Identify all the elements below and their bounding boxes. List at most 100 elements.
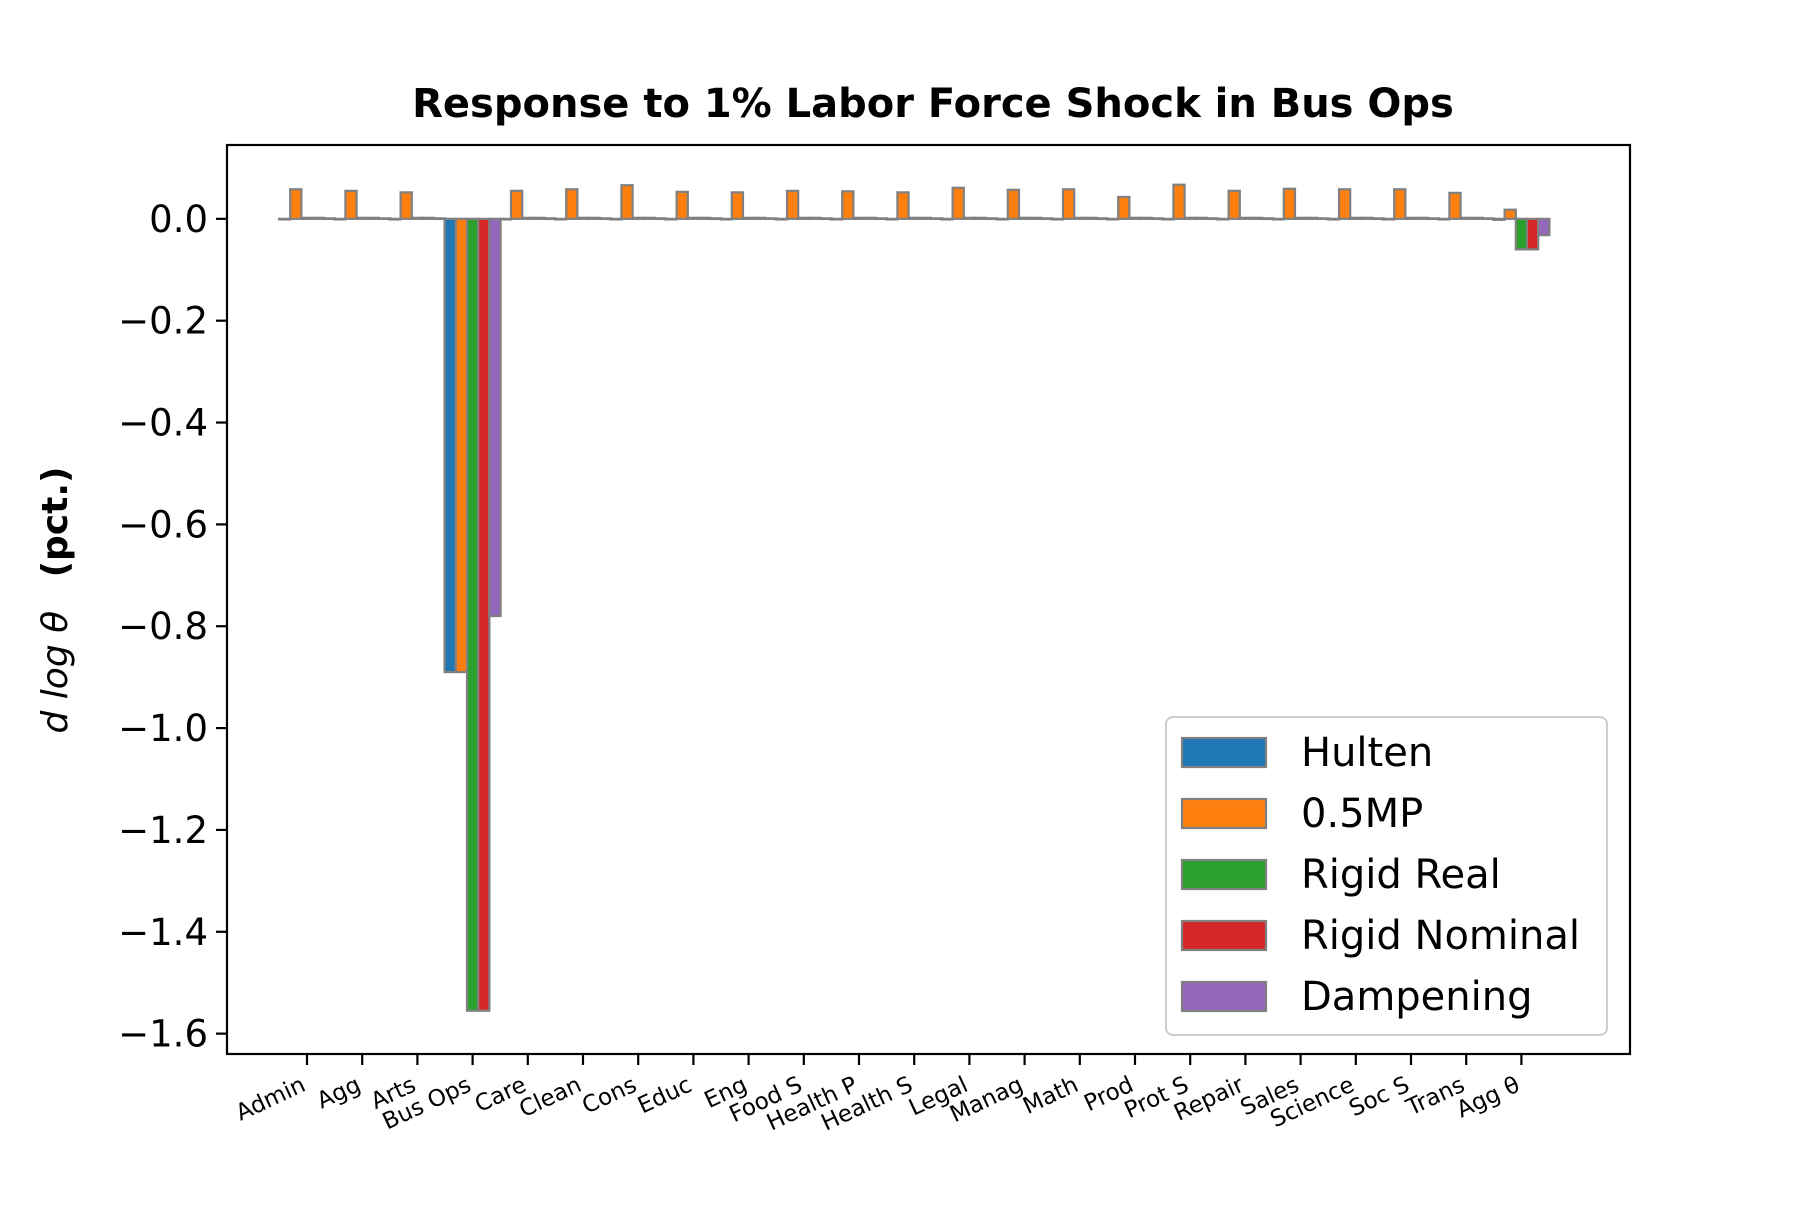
bar-0-5mp-13 (1006, 188, 1021, 220)
bar-rigid-real-13 (1017, 216, 1032, 220)
bar-0-5mp-21 (1448, 191, 1462, 220)
legend-swatch (1180, 736, 1268, 769)
plot-area (277, 183, 1551, 1012)
bar-rigid-nominal-0 (311, 216, 325, 220)
legend-entry-label: Dampening (1301, 974, 1532, 1020)
bar-0-5mp-5 (565, 188, 579, 220)
y-tick-label: −0.4 (118, 402, 208, 445)
bar-dampening-17 (1261, 217, 1275, 221)
bar-rigid-real-5 (576, 216, 590, 220)
bar-rigid-nominal-16 (1194, 216, 1209, 220)
bar-dampening-12 (985, 217, 999, 221)
bar-0-5mp-0 (289, 188, 303, 220)
bar-rigid-nominal-17 (1249, 216, 1264, 220)
y-tick-label: −0.6 (118, 503, 208, 546)
bar-0-5mp-3 (454, 217, 469, 674)
plot-frame (225, 143, 1632, 1056)
bar-dampening-7 (709, 217, 723, 221)
bar-rigid-real-22 (1514, 217, 1529, 251)
bar-dampening-0 (322, 217, 337, 221)
bar-rigid-nominal-3 (477, 217, 491, 1012)
bar-0-5mp-17 (1227, 189, 1241, 220)
legend-frame (1165, 716, 1608, 1036)
bar-rigid-nominal-8 (753, 216, 767, 220)
legend-swatch (1180, 797, 1268, 830)
bar-rigid-nominal-11 (918, 216, 933, 220)
bar-rigid-real-12 (962, 216, 977, 220)
bar-0-5mp-22 (1503, 208, 1517, 220)
bar-0-5mp-1 (344, 189, 358, 220)
legend-entry-label: 0.5MP (1301, 791, 1423, 837)
bar-rigid-real-17 (1238, 216, 1253, 220)
bar-rigid-nominal-1 (366, 216, 381, 220)
bar-rigid-nominal-20 (1415, 216, 1429, 220)
y-tick-label: −1.4 (118, 911, 208, 954)
bar-rigid-real-9 (797, 216, 811, 220)
bar-0-5mp-10 (841, 190, 855, 220)
bar-rigid-nominal-4 (532, 216, 546, 220)
bar-dampening-3 (488, 217, 502, 618)
bar-0-5mp-9 (785, 189, 800, 220)
legend-swatch (1180, 919, 1268, 952)
bar-dampening-4 (543, 217, 557, 221)
bar-rigid-nominal-9 (808, 216, 822, 220)
legend: Hulten 0.5MP Rigid Real Rigid Nominal Dampen… (1165, 716, 1608, 1036)
bar-0-5mp-16 (1172, 183, 1186, 220)
y-tick-label: −0.2 (118, 300, 208, 343)
bar-rigid-nominal-14 (1084, 216, 1098, 220)
bar-dampening-22 (1537, 217, 1551, 237)
bar-rigid-nominal-7 (697, 216, 712, 220)
bar-0-5mp-18 (1282, 187, 1297, 220)
bar-rigid-real-15 (1128, 216, 1142, 220)
bar-0-5mp-2 (399, 191, 413, 220)
bar-hulten-0 (277, 217, 292, 221)
bar-dampening-8 (764, 217, 778, 221)
bar-rigid-nominal-12 (973, 216, 988, 220)
bar-0-5mp-15 (1117, 195, 1131, 220)
y-axis-label-symbol: d log θ (35, 611, 76, 734)
bar-rigid-nominal-22 (1525, 217, 1540, 251)
bar-dampening-5 (598, 217, 613, 221)
legend-entry-label: Rigid Real (1301, 852, 1501, 898)
bar-0-5mp-8 (730, 191, 745, 220)
bar-0-5mp-19 (1337, 188, 1352, 220)
bar-dampening-10 (874, 217, 889, 221)
bar-rigid-nominal-10 (863, 216, 877, 220)
bar-rigid-nominal-21 (1470, 216, 1485, 220)
bar-rigid-real-20 (1404, 216, 1418, 220)
bar-rigid-real-0 (300, 216, 314, 220)
bar-rigid-nominal-18 (1305, 216, 1319, 220)
bar-rigid-real-16 (1183, 216, 1197, 220)
legend-swatch (1180, 980, 1268, 1013)
bar-rigid-nominal-2 (421, 216, 436, 220)
legend-swatch (1180, 858, 1268, 891)
bar-dampening-15 (1150, 217, 1165, 221)
bar-0-5mp-20 (1393, 188, 1407, 220)
bar-dampening-1 (377, 217, 392, 221)
bar-dampening-2 (433, 217, 447, 221)
bar-dampening-21 (1481, 217, 1496, 221)
bar-hulten-3 (443, 217, 457, 674)
y-tick-label: −0.8 (118, 605, 208, 648)
bar-rigid-nominal-15 (1139, 216, 1153, 220)
bar-rigid-nominal-5 (587, 216, 601, 220)
legend-entry-label: Hulten (1301, 730, 1433, 776)
y-tick-label: −1.2 (118, 809, 208, 852)
bar-dampening-20 (1426, 217, 1441, 221)
bar-0-5mp-6 (620, 184, 634, 220)
y-axis-label-unit: (pct.) (35, 466, 76, 577)
bar-rigid-nominal-13 (1029, 216, 1043, 220)
bar-rigid-nominal-6 (642, 216, 657, 220)
bar-0-5mp-14 (1061, 188, 1076, 220)
bar-rigid-real-4 (521, 216, 535, 220)
bar-dampening-18 (1316, 217, 1330, 221)
y-tick-label: −1.6 (118, 1013, 208, 1056)
bar-dampening-13 (1040, 217, 1054, 221)
bar-dampening-16 (1205, 217, 1220, 221)
bar-dampening-6 (653, 217, 668, 221)
bar-rigid-real-19 (1349, 216, 1363, 220)
legend-entry-label: Rigid Nominal (1301, 913, 1580, 959)
bar-rigid-real-10 (852, 216, 866, 220)
